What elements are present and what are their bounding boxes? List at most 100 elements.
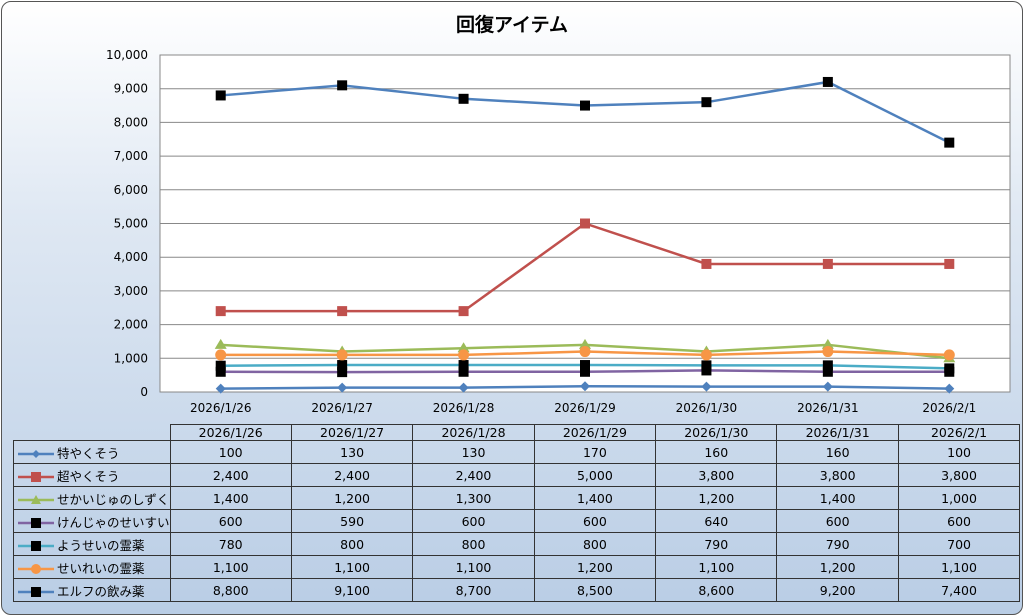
table-value-cell: 170 — [533, 440, 657, 464]
table-value-cell: 590 — [290, 509, 414, 533]
y-tick-label: 1,000 — [114, 351, 148, 365]
data-point — [337, 80, 348, 91]
data-point — [701, 97, 712, 108]
x-tick-label: 2026/1/27 — [311, 401, 373, 415]
table-value-cell: 800 — [533, 532, 657, 556]
table-value-cell: 5,000 — [533, 463, 657, 487]
x-tick-label: 2026/1/26 — [190, 401, 252, 415]
y-tick-label: 3,000 — [114, 284, 148, 298]
table-value-cell: 1,400 — [169, 486, 292, 510]
data-point — [215, 349, 227, 361]
data-point — [457, 342, 470, 353]
table-header-cell: 2026/1/30 — [655, 424, 778, 441]
legend-key-icon — [18, 587, 54, 597]
table-value-cell: 9,200 — [776, 578, 899, 602]
legend-cell: けんじゃのせいすい — [13, 509, 171, 533]
table-value-cell: 8,800 — [169, 578, 292, 602]
table-value-cell: 1,100 — [290, 555, 414, 579]
table-value-cell: 780 — [169, 532, 292, 556]
data-point — [944, 383, 955, 394]
data-point — [701, 365, 712, 376]
table-value-cell: 600 — [412, 509, 535, 533]
legend-label: せいれいの霊薬 — [57, 560, 145, 576]
table-header-cell: 2026/2/1 — [897, 424, 1021, 441]
x-tick-label: 2026/2/1 — [922, 401, 976, 415]
data-point — [458, 349, 470, 361]
legend-cell: せかいじゅのしずく — [13, 486, 171, 510]
legend-cell: エルフの飲み薬 — [13, 578, 171, 602]
table-value-cell: 7,400 — [897, 578, 1021, 602]
data-point — [944, 363, 955, 374]
table-row: エルフの飲み薬 8,800 9,100 8,700 8,500 8,600 9,200 7,4… — [13, 578, 1021, 602]
data-point — [215, 366, 226, 377]
legend-key-icon — [18, 541, 54, 551]
x-tick-label: 2026/1/28 — [433, 401, 495, 415]
table-row: せかいじゅのしずく 1,400 1,200 1,300 1,400 1,200 1,400 1… — [13, 486, 1021, 510]
data-point — [337, 306, 348, 317]
table-row: 特やくそう 100 130 130 170 160 160 100 — [13, 440, 1021, 464]
table-value-cell: 1,100 — [169, 555, 292, 579]
table-value-cell: 9,100 — [290, 578, 414, 602]
legend-key-icon — [18, 564, 54, 574]
data-point — [458, 366, 469, 377]
table-value-cell: 2,400 — [290, 463, 414, 487]
table-value-cell: 600 — [897, 509, 1021, 533]
table-header-cell: 2026/1/28 — [412, 424, 535, 441]
legend-label: けんじゃのせいすい — [57, 514, 170, 530]
table-value-cell: 600 — [533, 509, 657, 533]
table-value-cell: 1,300 — [412, 486, 535, 510]
table-value-cell: 130 — [412, 440, 535, 464]
data-point — [215, 360, 226, 371]
data-point — [701, 381, 712, 392]
table-value-cell: 3,800 — [897, 463, 1021, 487]
legend-key-icon — [18, 518, 54, 528]
y-tick-label: 5,000 — [114, 217, 148, 231]
x-tick-label: 2026/1/29 — [554, 401, 616, 415]
y-tick-label: 4,000 — [114, 250, 148, 264]
chart-title: 回復アイテム — [455, 14, 569, 36]
table-value-cell: 640 — [655, 509, 778, 533]
y-tick-label: 8,000 — [114, 115, 148, 129]
table-value-cell: 2,400 — [412, 463, 535, 487]
table-value-cell: 1,000 — [897, 486, 1021, 510]
data-point — [580, 100, 590, 111]
legend-label: せかいじゅのしずく — [57, 491, 170, 507]
legend-label: 特やくそう — [57, 445, 120, 461]
table-row: けんじゃのせいすい 600 590 600 600 640 600 600 — [13, 509, 1021, 533]
table-row: 超やくそう 2,400 2,400 2,400 5,000 3,800 3,800 3,800 — [13, 463, 1021, 487]
data-point — [700, 349, 712, 361]
y-tick-label: 7,000 — [114, 149, 148, 163]
data-point — [214, 338, 227, 349]
table-value-cell: 3,800 — [655, 463, 778, 487]
data-point — [215, 90, 226, 101]
table-value-cell: 700 — [897, 532, 1021, 556]
table-value-cell: 800 — [412, 532, 535, 556]
table-value-cell: 1,100 — [412, 555, 535, 579]
table-header-cell: 2026/1/29 — [533, 424, 657, 441]
y-tick-label: 9,000 — [114, 82, 148, 96]
table-corner — [13, 424, 171, 441]
data-point — [337, 360, 348, 371]
legend-cell: せいれいの霊薬 — [13, 555, 171, 579]
table-value-cell: 8,700 — [412, 578, 535, 602]
table-header-cell: 2026/1/26 — [169, 424, 292, 441]
table-value-cell: 1,200 — [533, 555, 657, 579]
data-point — [822, 366, 833, 377]
data-point — [701, 360, 712, 371]
legend-label: 超やくそう — [57, 468, 120, 484]
data-point — [701, 258, 712, 269]
table-value-cell: 100 — [897, 440, 1021, 464]
x-tick-label: 2026/1/31 — [797, 401, 859, 415]
table-value-cell: 8,500 — [533, 578, 657, 602]
table-value-cell: 800 — [290, 532, 414, 556]
table-row: せいれいの霊薬 1,100 1,100 1,100 1,200 1,100 1,200 1,1… — [13, 555, 1021, 579]
data-point — [580, 218, 590, 229]
y-tick-label: 2,000 — [114, 318, 148, 332]
table-value-cell: 1,400 — [533, 486, 657, 510]
data-point — [337, 367, 348, 378]
data-point — [458, 306, 469, 317]
table-header-row: 2026/1/26 2026/1/27 2026/1/28 2026/1/29 2026… — [13, 424, 1021, 441]
data-point — [579, 346, 591, 358]
legend-key-icon — [18, 450, 54, 458]
data-point — [822, 346, 834, 358]
